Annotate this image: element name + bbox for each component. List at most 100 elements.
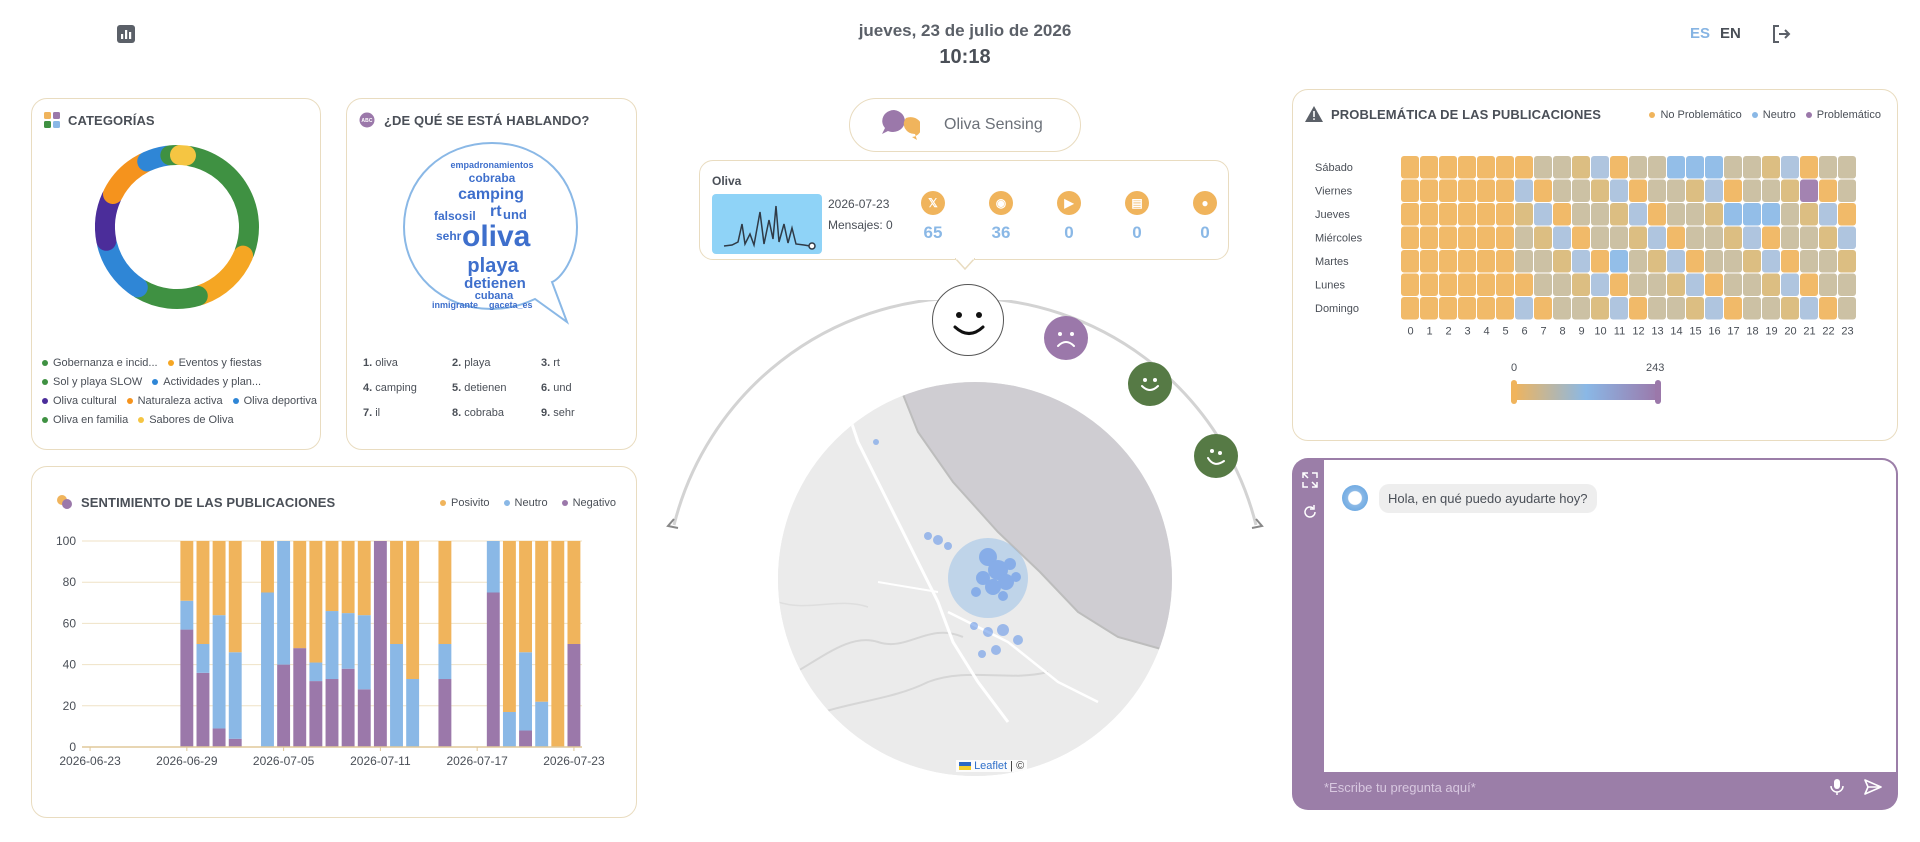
heatmap-cell[interactable] <box>1705 273 1723 297</box>
legend-item[interactable]: Negativo <box>561 497 616 509</box>
bar-segment-neutro[interactable] <box>309 662 323 682</box>
heatmap-cell[interactable] <box>1420 156 1438 179</box>
heatmap-cell[interactable] <box>1667 297 1685 320</box>
bar-segment-posivito[interactable] <box>212 541 226 616</box>
bar-segment-negativo[interactable] <box>277 664 291 747</box>
heatmap-cell[interactable] <box>1420 179 1438 203</box>
heatmap-cell[interactable] <box>1819 203 1837 226</box>
heatmap-cell[interactable] <box>1515 156 1533 179</box>
heatmap-cell[interactable] <box>1515 226 1533 250</box>
bar-segment-negativo[interactable] <box>293 648 307 747</box>
heatmap-cell[interactable] <box>1648 226 1666 250</box>
heatmap-cell[interactable] <box>1724 297 1742 320</box>
heatmap-cell[interactable] <box>1686 156 1704 179</box>
bar-segment-negativo[interactable] <box>180 629 194 747</box>
donut-slice[interactable] <box>191 245 254 305</box>
heatmap-cell[interactable] <box>1534 250 1552 273</box>
microphone-icon[interactable] <box>1830 778 1844 796</box>
heatmap-cell[interactable] <box>1781 273 1799 297</box>
heatmap-cell[interactable] <box>1572 179 1590 203</box>
heatmap-cell[interactable] <box>1629 156 1647 179</box>
bar-segment-posivito[interactable] <box>357 541 371 616</box>
heatmap-cell[interactable] <box>1705 250 1723 273</box>
heatmap-cell[interactable] <box>1553 250 1571 273</box>
category-legend-item[interactable]: Oliva en familia <box>42 414 128 426</box>
heatmap-cell[interactable] <box>1800 226 1818 250</box>
bar-segment-posivito[interactable] <box>180 541 194 601</box>
heatmap-cell[interactable] <box>1496 273 1514 297</box>
donut-slice[interactable] <box>130 279 208 309</box>
heatmap-cell[interactable] <box>1572 156 1590 179</box>
category-legend-item[interactable]: Naturaleza activa <box>126 395 223 407</box>
heatmap-cell[interactable] <box>1667 273 1685 297</box>
bar-segment-posivito[interactable] <box>196 541 210 644</box>
heatmap-cell[interactable] <box>1838 203 1856 226</box>
heatmap-cell[interactable] <box>1439 226 1457 250</box>
heatmap-cell[interactable] <box>1534 156 1552 179</box>
heatmap-cell[interactable] <box>1648 273 1666 297</box>
heatmap-cell[interactable] <box>1705 297 1723 320</box>
heatmap-cell[interactable] <box>1743 226 1761 250</box>
scale-handle-left[interactable] <box>1511 380 1517 404</box>
heatmap-cell[interactable] <box>1610 297 1628 320</box>
heatmap-cell[interactable] <box>1439 297 1457 320</box>
heatmap-cell[interactable] <box>1534 179 1552 203</box>
heatmap-cell[interactable] <box>1743 179 1761 203</box>
heatmap-cell[interactable] <box>1439 273 1457 297</box>
heatmap-cell[interactable] <box>1800 203 1818 226</box>
heatmap-cell[interactable] <box>1629 273 1647 297</box>
heatmap-cell[interactable] <box>1819 179 1837 203</box>
heatmap-cell[interactable] <box>1800 250 1818 273</box>
heatmap-cell[interactable] <box>1610 203 1628 226</box>
heatmap-cell[interactable] <box>1705 226 1723 250</box>
heatmap-cell[interactable] <box>1686 273 1704 297</box>
heatmap-cell[interactable] <box>1724 273 1742 297</box>
heatmap-cell[interactable] <box>1534 273 1552 297</box>
category-legend-item[interactable]: Actividades y plan... <box>152 376 261 388</box>
heatmap-cell[interactable] <box>1686 203 1704 226</box>
heatmap-cell[interactable] <box>1800 156 1818 179</box>
heatmap-cell[interactable] <box>1553 297 1571 320</box>
heatmap-cell[interactable] <box>1572 250 1590 273</box>
neutral-face-button[interactable] <box>932 284 1004 356</box>
category-legend-item[interactable]: Gobernanza e incid... <box>42 357 158 369</box>
heatmap-cell[interactable] <box>1610 179 1628 203</box>
heatmap-cell[interactable] <box>1553 156 1571 179</box>
heatmap-cell[interactable] <box>1686 297 1704 320</box>
heatmap-cell[interactable] <box>1667 179 1685 203</box>
heatmap-cell[interactable] <box>1591 273 1609 297</box>
bar-segment-neutro[interactable] <box>180 600 194 630</box>
legend-item[interactable]: No Problemático <box>1649 109 1742 121</box>
heatmap-cell[interactable] <box>1515 297 1533 320</box>
heatmap-cell[interactable] <box>1724 250 1742 273</box>
heatmap-cell[interactable] <box>1648 203 1666 226</box>
bar-segment-negativo[interactable] <box>341 668 355 747</box>
heatmap-cell[interactable] <box>1477 179 1495 203</box>
heatmap-cell[interactable] <box>1420 273 1438 297</box>
bar-segment-posivito[interactable] <box>519 541 532 653</box>
map[interactable]: Leaflet | © <box>778 382 1172 776</box>
bar-segment-neutro[interactable] <box>406 679 420 747</box>
heatmap-cell[interactable] <box>1553 203 1571 226</box>
heatmap-cell[interactable] <box>1477 226 1495 250</box>
heatmap-cell[interactable] <box>1496 156 1514 179</box>
heatmap-cell[interactable] <box>1458 273 1476 297</box>
heatmap-cell[interactable] <box>1629 179 1647 203</box>
heatmap-cell[interactable] <box>1743 156 1761 179</box>
heatmap-cell[interactable] <box>1838 273 1856 297</box>
sentiment-bar-chart[interactable]: 0 20 40 60 80 100 2026-06-23 2026-06-29 2026-07-… <box>40 527 630 787</box>
heatmap-cell[interactable] <box>1496 226 1514 250</box>
bar-segment-neutro[interactable] <box>357 615 371 690</box>
heatmap-cell[interactable] <box>1781 179 1799 203</box>
heatmap-cell[interactable] <box>1439 203 1457 226</box>
bar-segment-posivito[interactable] <box>309 541 323 663</box>
heatmap-cell[interactable] <box>1667 203 1685 226</box>
heatmap-cell[interactable] <box>1762 250 1780 273</box>
heatmap-cell[interactable] <box>1401 273 1419 297</box>
positive-face-button[interactable] <box>1128 362 1172 406</box>
bar-segment-neutro[interactable] <box>519 652 532 731</box>
heatmap-cell[interactable] <box>1629 226 1647 250</box>
heatmap-cell[interactable] <box>1572 203 1590 226</box>
heatmap-cell[interactable] <box>1610 273 1628 297</box>
bar-segment-posivito[interactable] <box>567 541 581 644</box>
